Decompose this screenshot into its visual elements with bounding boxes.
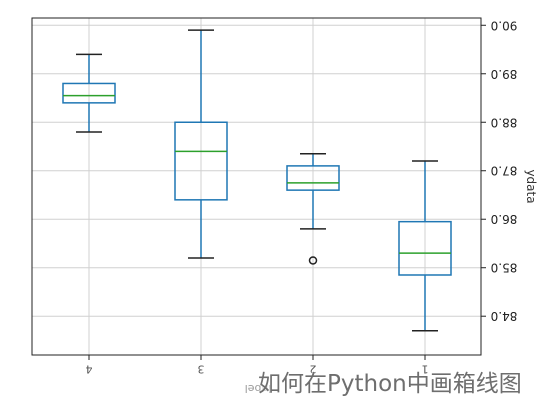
y-tick-label-6: 90.0 (491, 18, 518, 32)
y-tick-label-0: 84.0 (491, 309, 518, 323)
x-tick-label-0: 4 (86, 363, 93, 376)
y-tick-label-1: 85.0 (491, 261, 518, 275)
box-group-3 (174, 29, 228, 259)
x-tick-label-3: 1 (422, 363, 429, 376)
box-group-1 (398, 160, 452, 332)
y-tick-label-2: 86.0 (491, 212, 518, 226)
box-iqr-4 (62, 82, 116, 104)
outlier-2-0 (308, 256, 318, 265)
plot-frame (31, 17, 482, 356)
box-group-2 (286, 153, 340, 265)
watermark-caption: 如何在Python中画箱线图 (258, 371, 522, 397)
box-iqr-1 (398, 220, 452, 276)
x-ticks: 4 3 2 1 (86, 355, 429, 376)
box-iqr-3 (174, 121, 228, 201)
y-tick-label-3: 87.0 (491, 164, 518, 178)
y-tick-label-4: 88.0 (491, 115, 518, 129)
y-axis-title: ydata (524, 169, 538, 203)
boxes (62, 29, 452, 332)
x-axis-title: label (245, 382, 272, 395)
box-group-4 (62, 53, 116, 133)
x-tick-label-1: 3 (198, 363, 205, 376)
grid-lines (32, 18, 481, 355)
y-tick-label-5: 89.0 (491, 67, 518, 81)
y-ticks: 84.0 85.0 86.0 87.0 88.0 89.0 90.0 (481, 18, 517, 323)
x-tick-label-2: 2 (310, 363, 317, 376)
box-iqr-2 (286, 165, 340, 191)
